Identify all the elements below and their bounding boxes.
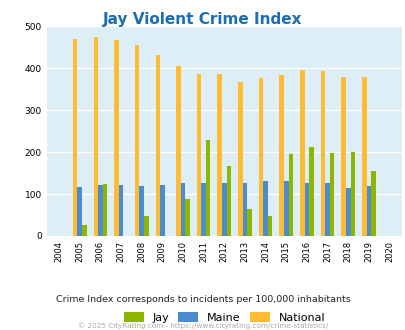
Bar [350, 152, 354, 236]
Bar [98, 185, 102, 236]
Bar [196, 74, 201, 236]
Bar [361, 77, 366, 236]
Bar [114, 40, 119, 236]
Bar [226, 166, 230, 236]
Bar [263, 181, 267, 236]
Text: Jay Violent Crime Index: Jay Violent Crime Index [103, 12, 302, 26]
Bar [279, 76, 284, 236]
Bar [222, 183, 226, 236]
Text: Crime Index corresponds to incidents per 100,000 inhabitants: Crime Index corresponds to incidents per… [55, 295, 350, 304]
Bar [73, 39, 77, 236]
Bar [185, 200, 190, 236]
Bar [201, 183, 205, 236]
Bar [299, 70, 304, 236]
Bar [217, 74, 222, 236]
Bar [205, 140, 210, 236]
Bar [366, 186, 370, 236]
Bar [284, 181, 288, 236]
Bar [370, 171, 375, 236]
Bar [258, 78, 263, 236]
Bar [309, 147, 313, 236]
Bar [288, 154, 292, 236]
Bar [320, 71, 324, 236]
Bar [329, 153, 334, 236]
Bar [324, 183, 329, 236]
Bar [139, 186, 144, 236]
Bar [93, 37, 98, 236]
Bar [144, 216, 148, 236]
Bar [341, 77, 345, 236]
Bar [155, 55, 160, 236]
Bar [238, 82, 242, 236]
Text: © 2025 CityRating.com - https://www.cityrating.com/crime-statistics/: © 2025 CityRating.com - https://www.city… [78, 323, 327, 329]
Bar [176, 66, 180, 236]
Legend: Jay, Maine, National: Jay, Maine, National [120, 309, 328, 326]
Bar [82, 225, 86, 236]
Bar [134, 45, 139, 236]
Bar [77, 187, 82, 236]
Bar [345, 188, 350, 236]
Bar [180, 183, 185, 236]
Bar [247, 209, 251, 236]
Bar [102, 183, 107, 236]
Bar [304, 183, 309, 236]
Bar [119, 185, 123, 236]
Bar [160, 185, 164, 236]
Bar [242, 183, 247, 236]
Bar [267, 216, 272, 236]
